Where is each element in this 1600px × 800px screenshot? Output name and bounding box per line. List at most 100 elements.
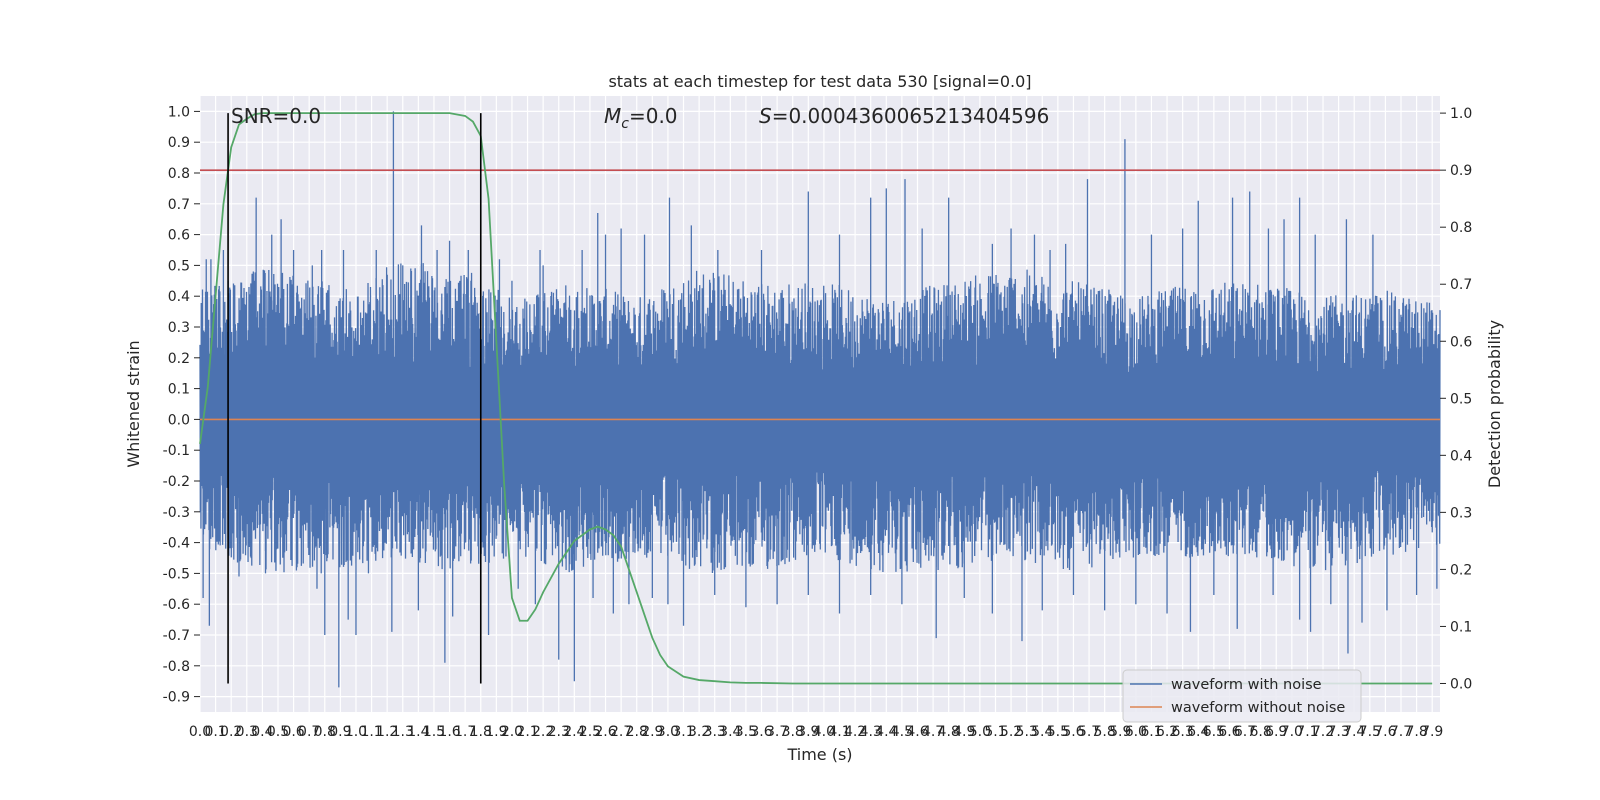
chirp-mass-annotation: Mc=0.0 [604, 104, 678, 132]
x-tick-label-67: 6.7 [1234, 724, 1256, 740]
x-tick-label-69: 6.9 [1265, 724, 1287, 740]
x-tick-label-18: 1.8 [470, 724, 492, 740]
y-tick-label-4: -0.5 [163, 566, 190, 582]
x-tick-label-2: 0.2 [220, 724, 242, 740]
y-tick-label-7: -0.2 [163, 474, 190, 490]
x-tick-label-51: 5.1 [984, 724, 1006, 740]
x-tick-label-20: 2.0 [501, 724, 523, 740]
x-tick-label-30: 3.0 [657, 724, 679, 740]
legend-label-clean: waveform without noise [1171, 700, 1345, 716]
y-tick-label-9: 0.0 [168, 412, 190, 428]
x-tick-label-50: 5.0 [969, 724, 991, 740]
x-tick-label-17: 1.7 [454, 724, 476, 740]
x-tick-label-61: 6.1 [1140, 724, 1162, 740]
statistic-value: =0.0004360065213404596 [772, 104, 1050, 128]
x-tick-label-33: 3.3 [704, 724, 726, 740]
x-tick-label-31: 3.1 [672, 724, 694, 740]
y-tick-label-6: -0.3 [163, 505, 190, 521]
statistic-symbol: S [759, 104, 772, 128]
y-tick-label-3: -0.6 [163, 597, 190, 613]
y-tick-label-5: -0.4 [163, 536, 190, 552]
x-tick-label-49: 4.9 [953, 724, 975, 740]
statistic-annotation: S=0.0004360065213404596 [759, 104, 1049, 128]
x-tick-label-13: 1.3 [392, 724, 414, 740]
legend-box [1122, 669, 1362, 723]
chart-title: stats at each timestep for test data 530… [608, 72, 1031, 91]
x-tick-label-32: 3.2 [688, 724, 710, 740]
x-tick-label-39: 3.9 [797, 724, 819, 740]
chirp-mass-value: =0.0 [629, 104, 678, 128]
x-tick-label-79: 7.9 [1421, 724, 1443, 740]
x-tick-label-23: 2.3 [548, 724, 570, 740]
x-tick-label-55: 5.5 [1047, 724, 1069, 740]
y2-tick-label-2: 0.2 [1450, 562, 1472, 578]
y-tick-label-13: 0.4 [168, 289, 190, 305]
x-tick-label-56: 5.6 [1062, 724, 1084, 740]
x-tick-label-66: 6.6 [1218, 724, 1240, 740]
x-tick-label-6: 0.6 [282, 724, 304, 740]
x-tick-label-76: 7.6 [1374, 724, 1396, 740]
x-tick-label-3: 0.3 [236, 724, 258, 740]
legend-label-noise: waveform with noise [1171, 677, 1322, 693]
legend: waveform with noise waveform without noi… [1122, 669, 1362, 723]
x-tick-label-54: 5.4 [1031, 724, 1053, 740]
x-tick-label-43: 4.3 [860, 724, 882, 740]
series-waveform-with-noise [199, 111, 1441, 688]
x-tick-label-68: 6.8 [1249, 724, 1271, 740]
x-tick-label-35: 3.5 [735, 724, 757, 740]
x-tick-label-15: 1.5 [423, 724, 445, 740]
x-tick-label-65: 6.5 [1203, 724, 1225, 740]
data-layer [199, 111, 1441, 688]
y-tick-label-19: 1.0 [168, 104, 190, 120]
y-tick-label-18: 0.9 [168, 135, 190, 151]
x-tick-label-14: 1.4 [407, 724, 429, 740]
y-axis-label: Whitened strain [124, 340, 143, 467]
chirp-mass-symbol: M [604, 104, 621, 128]
y2-axis-label: Detection probability [1485, 320, 1504, 488]
x-tick-label-44: 4.4 [875, 724, 897, 740]
y2-tick-label-3: 0.3 [1450, 505, 1472, 521]
x-tick-label-8: 0.8 [314, 724, 336, 740]
x-tick-label-47: 4.7 [922, 724, 944, 740]
x-tick-label-9: 0.9 [329, 724, 351, 740]
y2-tick-label-9: 0.9 [1450, 163, 1472, 179]
x-tick-label-52: 5.2 [1000, 724, 1022, 740]
x-tick-label-77: 7.7 [1390, 724, 1412, 740]
x-tick-label-41: 4.1 [828, 724, 850, 740]
x-tick-label-62: 6.2 [1156, 724, 1178, 740]
x-tick-label-38: 3.8 [782, 724, 804, 740]
x-tick-label-71: 7.1 [1296, 724, 1318, 740]
y2-tick-label-4: 0.4 [1450, 448, 1472, 464]
x-tick-label-60: 6.0 [1125, 724, 1147, 740]
x-tick-label-74: 7.4 [1343, 724, 1365, 740]
y-tick-label-10: 0.1 [168, 382, 190, 398]
y2-tick-label-5: 0.5 [1450, 391, 1472, 407]
x-tick-label-22: 2.2 [532, 724, 554, 740]
x-tick-label-58: 5.8 [1094, 724, 1116, 740]
y-tick-label-12: 0.3 [168, 320, 190, 336]
y-tick-label-16: 0.7 [168, 197, 190, 213]
y-tick-label-14: 0.5 [168, 258, 190, 274]
y2-tick-label-7: 0.7 [1450, 277, 1472, 293]
x-axis-label: Time (s) [786, 745, 852, 764]
y-tick-label-15: 0.6 [168, 228, 190, 244]
x-tick-label-37: 3.7 [766, 724, 788, 740]
x-tick-label-42: 4.2 [844, 724, 866, 740]
x-tick-label-46: 4.6 [906, 724, 928, 740]
y2-tick-label-6: 0.6 [1450, 334, 1472, 350]
x-tick-label-12: 1.2 [376, 724, 398, 740]
x-tick-label-28: 2.8 [626, 724, 648, 740]
x-tick-label-57: 5.7 [1078, 724, 1100, 740]
x-tick-label-59: 5.9 [1109, 724, 1131, 740]
x-tick-label-36: 3.6 [750, 724, 772, 740]
x-tick-label-16: 1.6 [438, 724, 460, 740]
x-tick-label-21: 2.1 [516, 724, 538, 740]
y-tick-label-17: 0.8 [168, 166, 190, 182]
x-tick-label-70: 7.0 [1281, 724, 1303, 740]
x-tick-label-26: 2.6 [594, 724, 616, 740]
x-tick-label-10: 1.0 [345, 724, 367, 740]
x-tick-label-34: 3.4 [719, 724, 741, 740]
x-tick-label-75: 7.5 [1359, 724, 1381, 740]
x-tick-label-72: 7.2 [1312, 724, 1334, 740]
